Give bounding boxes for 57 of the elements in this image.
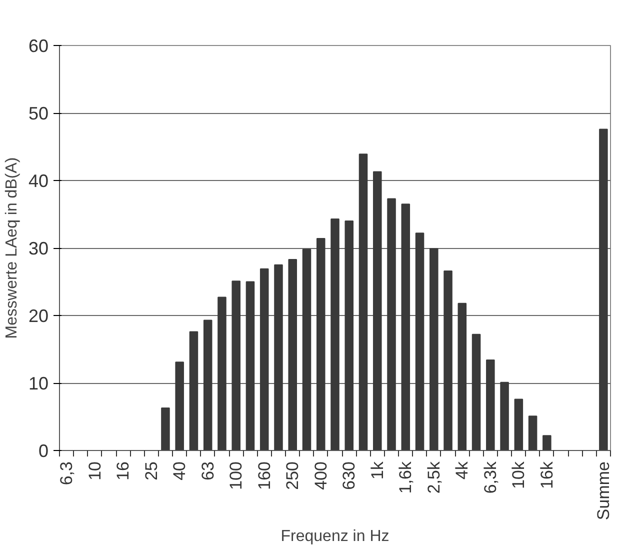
x-tick-label: 16k	[537, 461, 556, 489]
bar	[189, 331, 198, 450]
x-tick-label: 100	[226, 461, 246, 490]
x-tick-label: 2,5k	[424, 461, 444, 494]
y-axis-title: Messwerte LAeq in dB(A)	[3, 157, 20, 339]
bar	[415, 232, 424, 450]
bar	[175, 362, 184, 450]
x-tick-label: 63	[198, 461, 218, 480]
y-tick-label: 0	[38, 441, 49, 461]
bar	[458, 302, 467, 450]
bar	[232, 280, 240, 450]
bar	[330, 218, 340, 450]
y-tick-label: 40	[28, 171, 49, 191]
bar	[274, 264, 283, 450]
bar	[203, 320, 212, 450]
x-tick-label: 400	[311, 461, 330, 490]
bar	[358, 154, 368, 450]
x-tick-label: 1k	[368, 461, 387, 480]
bar	[387, 198, 396, 450]
y-tick-label: 20	[28, 306, 49, 326]
x-tick-label: 10k	[509, 461, 528, 489]
x-tick-label: 4k	[452, 461, 472, 480]
bar	[444, 270, 452, 450]
x-tick-label: 160	[254, 461, 274, 490]
bar	[599, 128, 608, 450]
x-tick-label: 6,3	[57, 461, 76, 486]
x-tick-label: 630	[340, 461, 359, 490]
y-tick-label: 50	[28, 104, 49, 124]
bar	[500, 382, 509, 450]
x-tick-label: 25	[142, 461, 161, 480]
bar	[472, 334, 481, 450]
y-tick-label: 60	[28, 36, 49, 56]
bar	[430, 248, 438, 450]
bar	[344, 220, 354, 450]
bar	[302, 248, 312, 450]
bar	[514, 398, 524, 450]
x-tick-label: 40	[170, 461, 190, 480]
y-tick-label: 10	[28, 374, 49, 394]
x-axis-title: Frequenz in Hz	[280, 528, 390, 546]
bar	[373, 171, 382, 450]
x-tick-label: Summe	[594, 461, 613, 520]
bar	[161, 407, 170, 450]
bar	[486, 360, 495, 450]
bar	[542, 435, 552, 450]
bar	[246, 281, 255, 450]
x-tick-label: 6,3k	[480, 461, 500, 494]
bar	[218, 296, 226, 450]
x-tick-label: 16	[114, 461, 133, 480]
x-tick-label: 1,6k	[396, 461, 416, 494]
bar	[316, 238, 326, 450]
bar	[288, 258, 297, 450]
x-tick-label: 250	[283, 461, 302, 490]
bar	[401, 204, 410, 450]
bar	[528, 416, 538, 450]
bar	[260, 268, 269, 450]
x-tick-label: 10	[85, 461, 104, 480]
y-tick-label: 30	[28, 238, 49, 258]
